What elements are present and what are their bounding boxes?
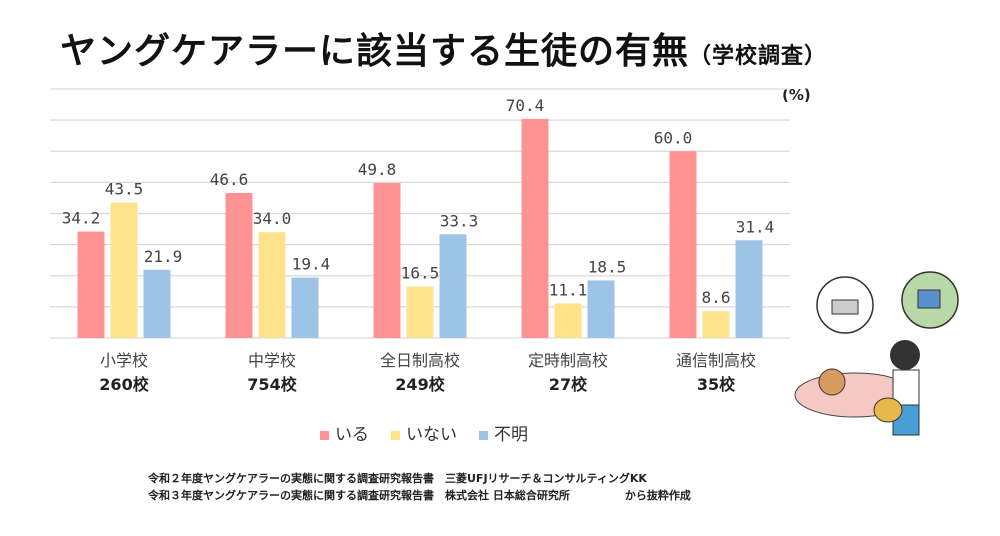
bar-2 (587, 280, 615, 338)
legend-item-inai: いない (391, 420, 457, 445)
category-label: 定時制高校 (528, 351, 608, 370)
legend-swatch (479, 431, 488, 440)
category-count: 754校 (247, 375, 297, 394)
bar-2 (439, 234, 467, 338)
subtitle-text: （学校調査） (689, 44, 828, 69)
data-label: 18.5 (588, 257, 627, 276)
bar-0 (669, 151, 697, 338)
legend-item-fumei: 不明 (479, 420, 528, 445)
data-label: 16.5 (401, 264, 440, 283)
illustration-shape (873, 397, 903, 423)
data-label: 33.3 (440, 211, 479, 230)
bar-1 (110, 202, 138, 338)
illustration-shape (917, 289, 941, 309)
bar-1 (406, 286, 434, 338)
chart-title: ヤングケアラーに該当する生徒の有無（学校調査） (60, 22, 827, 74)
bar-1 (702, 311, 730, 338)
legend-label: いる (335, 425, 369, 445)
person-icon (818, 368, 846, 396)
category-label: 中学校 (248, 351, 296, 370)
data-label: 46.6 (210, 170, 249, 189)
legend-label: 不明 (494, 425, 528, 445)
bar-0 (373, 182, 401, 338)
category-label: 通信制高校 (676, 351, 756, 370)
source-line: 令和２年度ヤングケアラーの実態に関する調査研究報告書 三菱UFJリサーチ＆コンサ… (148, 472, 647, 485)
data-label: 31.4 (736, 217, 775, 236)
source-line: 令和３年度ヤングケアラーの実態に関する調査研究報告書 株式会社 日本総合研究所 … (148, 489, 691, 502)
data-label: 60.0 (654, 128, 693, 147)
bar-1 (258, 232, 286, 338)
category-count: 27校 (549, 375, 588, 394)
legend-swatch (391, 431, 400, 440)
legend-swatch (320, 431, 329, 440)
bar-2 (143, 269, 171, 338)
category-label: 全日制高校 (380, 351, 460, 370)
illustration-shape (831, 299, 859, 315)
legend: いる いない 不明 (320, 420, 528, 445)
person-icon (890, 340, 920, 370)
data-label: 8.6 (702, 288, 731, 307)
bar-2 (735, 240, 763, 338)
data-label: 49.8 (358, 160, 397, 179)
data-label: 43.5 (105, 180, 144, 199)
title-text: ヤングケアラーに該当する生徒の有無 (60, 31, 690, 72)
data-label: 21.9 (144, 247, 183, 266)
category-count: 249校 (395, 375, 445, 394)
bar-0 (77, 231, 105, 338)
unit-label: (%) (782, 86, 811, 104)
data-label: 11.1 (549, 280, 588, 299)
data-label: 70.4 (506, 96, 545, 115)
category-count: 35校 (697, 375, 736, 394)
bar-1 (554, 303, 582, 338)
legend-item-iru: いる (320, 420, 369, 445)
bar-0 (521, 118, 549, 338)
data-label: 34.2 (62, 209, 101, 228)
bar-0 (225, 192, 253, 338)
data-label: 19.4 (292, 255, 331, 274)
category-label: 小学校 (100, 351, 148, 370)
source-note: 令和２年度ヤングケアラーの実態に関する調査研究報告書 三菱UFJリサーチ＆コンサ… (148, 470, 691, 504)
legend-label: いない (406, 425, 457, 445)
data-label: 34.0 (253, 209, 292, 228)
category-count: 260校 (99, 375, 149, 394)
bar-2 (291, 277, 319, 338)
